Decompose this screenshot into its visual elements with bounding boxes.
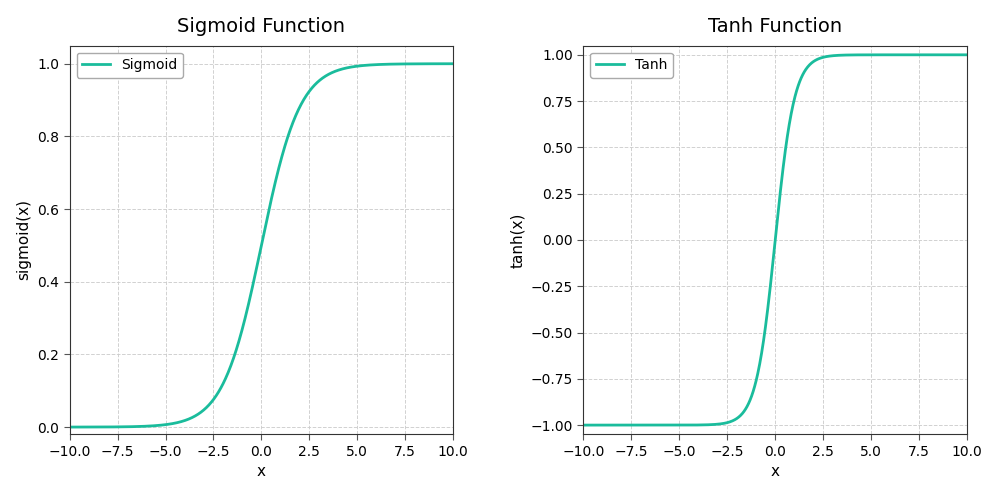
Y-axis label: sigmoid(x): sigmoid(x) (17, 199, 32, 280)
X-axis label: x: x (770, 464, 780, 479)
Sigmoid (103, 424, 115, 430)
Sigmoid (363, 62, 375, 68)
Sigmoid (370, 62, 382, 67)
Sigmoid (233, 339, 245, 345)
Tanh (732, 414, 744, 420)
Tanh (616, 422, 628, 428)
Line: Tanh: Tanh (583, 55, 967, 425)
Tanh (876, 52, 888, 58)
Y-axis label: tanh(x): tanh(x) (510, 212, 525, 268)
X-axis label: x: x (257, 464, 266, 479)
Legend: Tanh: Tanh (590, 53, 672, 77)
Sigmoid (219, 377, 231, 383)
Tanh (841, 52, 853, 58)
Title: Sigmoid Function: Sigmoid Function (178, 17, 346, 36)
Tanh (961, 52, 973, 58)
Legend: Sigmoid: Sigmoid (77, 53, 183, 77)
Tanh (746, 391, 758, 397)
Sigmoid (448, 61, 460, 67)
Line: Sigmoid: Sigmoid (70, 64, 454, 427)
Tanh (883, 52, 895, 58)
Sigmoid (327, 69, 339, 75)
Tanh (577, 422, 589, 428)
Title: Tanh Function: Tanh Function (708, 17, 842, 36)
Sigmoid (64, 424, 76, 430)
